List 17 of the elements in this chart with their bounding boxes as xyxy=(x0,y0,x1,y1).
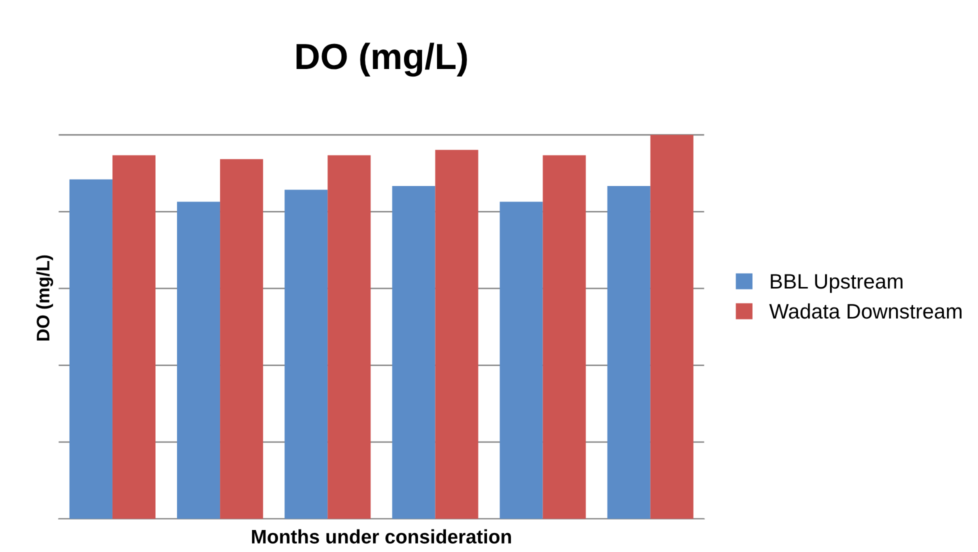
bar xyxy=(284,190,328,519)
bar xyxy=(542,155,586,519)
bar xyxy=(220,159,264,519)
bar xyxy=(328,155,371,519)
bar xyxy=(500,202,543,519)
bar xyxy=(435,150,478,519)
bar xyxy=(607,186,650,519)
bar xyxy=(69,179,112,519)
legend-label: Wadata Downstream xyxy=(769,303,962,319)
bar xyxy=(177,202,220,519)
chart-title: DO (mg/L) xyxy=(296,42,467,77)
x-axis-title: Months under consideration xyxy=(252,529,511,544)
y-axis-title: DO (mg/L) xyxy=(36,255,54,340)
bar xyxy=(392,186,436,519)
legend-label: BBL Upstream xyxy=(770,274,902,293)
bar xyxy=(650,134,694,519)
bar xyxy=(112,155,156,519)
